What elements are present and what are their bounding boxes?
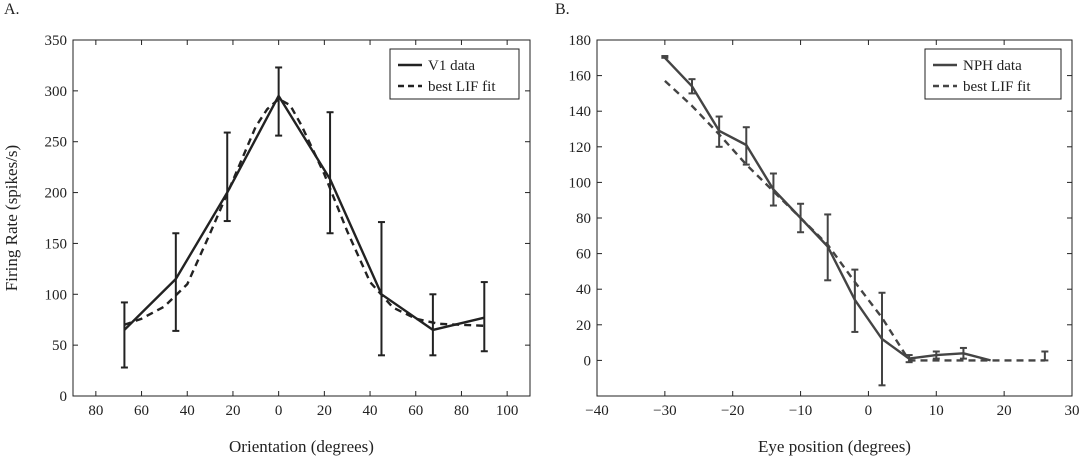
y-tick-label: 20 [576, 318, 591, 334]
legend-box [389, 48, 520, 100]
error-bar [326, 111, 334, 235]
x-tick-label: 60 [134, 403, 149, 419]
legend-b: NPH data best LIF fit [924, 48, 1062, 100]
error-bar [120, 301, 128, 369]
panel-b: 0 20 40 60 80 100 120 140 160 180 −40 −30 −20 −10 0 10 2… [555, 1, 1080, 456]
y-tick-label: 250 [45, 135, 68, 151]
panel-label-b: B. [555, 1, 570, 18]
series-line-fit [123, 97, 485, 327]
x-tick-label: 20 [997, 403, 1012, 419]
legend-entry: best LIF fit [428, 79, 496, 95]
error-bar [377, 221, 385, 357]
y-tick-label: 120 [569, 140, 592, 156]
x-axis-title-a: Orientation (degrees) [229, 437, 374, 456]
y-tick-label: 100 [569, 175, 592, 191]
error-bar [742, 126, 750, 166]
x-tick-label: 40 [180, 403, 195, 419]
y-tick-label: 0 [584, 353, 592, 369]
x-tick-label: 40 [363, 403, 378, 419]
error-bar [769, 172, 777, 207]
error-bar [429, 293, 437, 357]
y-tick-label: 50 [52, 338, 67, 354]
error-bar [1041, 350, 1049, 362]
y-tick-label: 300 [45, 84, 68, 100]
error-bar [172, 232, 180, 332]
plot-frame-a [72, 39, 531, 397]
error-bar [959, 346, 967, 360]
panel-label-a: A. [4, 1, 20, 18]
error-bar [878, 291, 886, 387]
y-tick-label: 0 [60, 389, 68, 405]
series-line-data [123, 94, 485, 332]
x-tick-label: 20 [225, 403, 240, 419]
y-tick-label: 80 [576, 211, 591, 227]
series-line-fit [664, 80, 1045, 362]
y-tick-label: 350 [45, 33, 68, 49]
legend-entry: best LIF fit [963, 79, 1031, 95]
legend-a: V1 data best LIF fit [389, 48, 520, 100]
y-tick-label: 200 [45, 186, 68, 202]
error-bar [715, 115, 723, 148]
y-tick-label: 150 [45, 236, 68, 252]
y-tick-label: 140 [569, 104, 592, 120]
x-tick-label: 0 [275, 403, 283, 419]
x-axis-title-b: Eye position (degrees) [758, 437, 911, 456]
error-bar [824, 213, 832, 282]
y-tick-label: 60 [576, 247, 591, 263]
y-axis-title-a: Firing Rate (spikes/s) [2, 145, 21, 291]
y-tick-label: 180 [569, 33, 592, 49]
y-tick-label: 100 [45, 287, 68, 303]
x-tick-label: 60 [408, 403, 423, 419]
legend-entry: V1 data [428, 58, 475, 74]
x-tick-label: −40 [585, 403, 608, 419]
x-tick-label: −30 [653, 403, 676, 419]
y-tick-label: 160 [569, 69, 592, 85]
error-bar [661, 55, 669, 59]
x-tick-label: −20 [721, 403, 744, 419]
x-tick-label: 10 [929, 403, 944, 419]
x-tick-label: 80 [454, 403, 469, 419]
x-tick-label: 30 [1065, 403, 1080, 419]
legend-entry: NPH data [963, 58, 1022, 74]
error-bar [851, 268, 859, 333]
error-bar [275, 66, 283, 137]
error-bar [480, 281, 488, 353]
x-tick-label: 100 [496, 403, 519, 419]
error-bar [688, 78, 696, 95]
x-tick-label: 0 [865, 403, 873, 419]
x-tick-label: 20 [317, 403, 332, 419]
x-tick-label: −10 [789, 403, 812, 419]
x-tick-label: 80 [88, 403, 103, 419]
series-line-data [664, 56, 991, 362]
legend-box [924, 48, 1062, 100]
y-tick-label: 40 [576, 282, 591, 298]
error-bar [932, 350, 940, 360]
error-bar [223, 131, 231, 223]
